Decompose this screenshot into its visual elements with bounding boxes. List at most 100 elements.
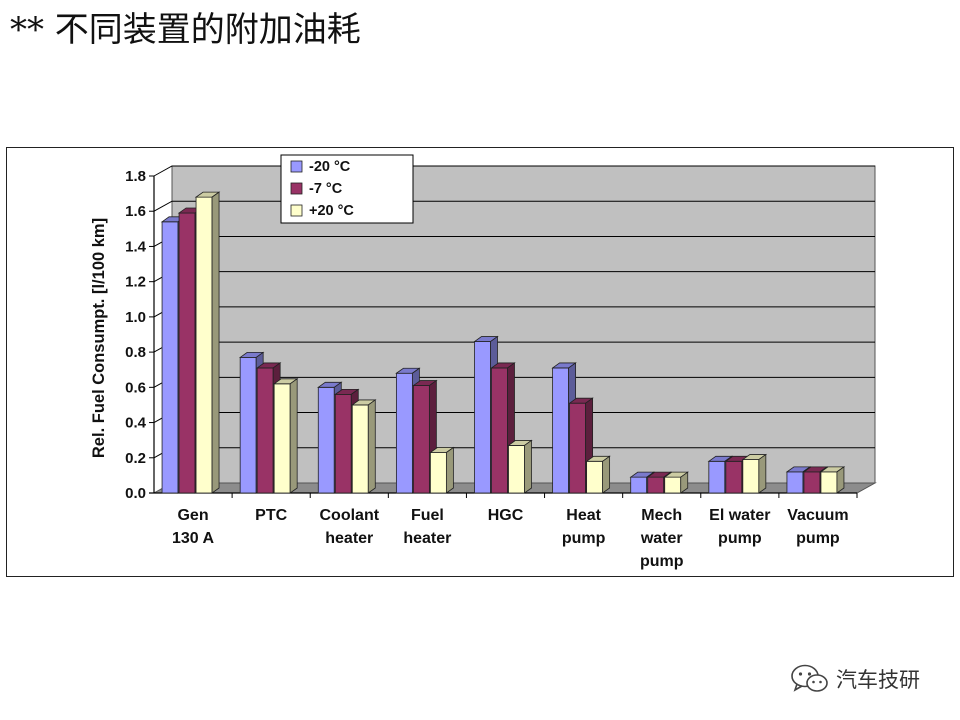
x-category-label: Fuel heater (403, 507, 451, 547)
x-category-label: Mech water pump (640, 507, 684, 570)
watermark: 汽车技研 (790, 662, 920, 696)
bar-front (178, 212, 196, 494)
bar-front (317, 386, 335, 494)
x-category-label: Coolant heater (320, 507, 380, 547)
bar-side (602, 455, 611, 494)
bar (663, 471, 689, 494)
bar-side (680, 471, 689, 494)
x-category-label-line: HGC (488, 507, 524, 524)
legend-swatch (290, 204, 303, 217)
x-category-label: Gen 130 A (172, 507, 215, 547)
x-category-label: Heat pump (562, 507, 606, 547)
bar-front (334, 393, 352, 494)
bar (429, 446, 455, 494)
bar-front (552, 367, 570, 494)
x-category-label-line: Vacuum (787, 507, 848, 524)
x-category-label-line: pump (718, 530, 762, 547)
x-category-label-line: water (640, 530, 683, 547)
bar-side (836, 466, 845, 494)
slide-title: ** 不同装置的附加油耗 (10, 10, 361, 50)
legend-box (280, 154, 414, 224)
x-category-label-line: Gen (177, 507, 208, 524)
bar-front (586, 460, 604, 494)
bar-front (161, 221, 179, 494)
bar-side (367, 399, 376, 494)
y-axis-title: Rel. Fuel Consumpt. [l/100 km] (90, 218, 108, 458)
x-category-label-line: pump (796, 530, 840, 547)
y-tick-label: 1.2 (125, 274, 146, 291)
y-axis-ticks: 0.0 0.2 0.4 0.6 0.8 1.0 1.2 1.4 1.6 1.8 (125, 168, 154, 502)
bar-front (569, 402, 587, 494)
bar-front (474, 341, 491, 494)
bar-front (491, 367, 508, 494)
x-category-label-line: pump (640, 553, 684, 570)
bar-front (664, 476, 682, 494)
bar-front (256, 367, 274, 494)
bar-front (195, 196, 213, 494)
x-category-label-line: Mech (641, 507, 682, 524)
bar (272, 378, 299, 494)
y-tick-label: 0.0 (125, 485, 146, 502)
x-category-label: HGC (488, 507, 524, 524)
bar-front (412, 385, 430, 494)
bar (194, 191, 221, 494)
x-category-label-line: 130 A (172, 530, 215, 547)
bar-front (647, 476, 665, 494)
legend-label: +20 °C (309, 203, 354, 219)
x-axis-categories: Gen 130 A PTC Coolant heater Fuel heater HGC Hea… (172, 507, 849, 570)
chart-frame: 0.0 0.2 0.4 0.6 0.8 1.0 1.2 1.4 1.6 1.8 Gen 130 A P… (6, 147, 954, 577)
bar (585, 455, 611, 494)
x-category-label-line: pump (562, 530, 606, 547)
x-category-label: PTC (255, 507, 287, 524)
bar-side (289, 378, 298, 494)
watermark-text: 汽车技研 (836, 668, 920, 692)
bar-front (803, 471, 821, 494)
bars (160, 191, 846, 494)
y-tick-label: 1.4 (125, 238, 147, 255)
legend-swatch (290, 182, 303, 195)
bar (351, 399, 377, 494)
x-category-label-line: Coolant (320, 507, 380, 524)
wechat-icon (791, 664, 828, 692)
y-tick-label: 1.0 (125, 309, 146, 326)
x-category-label-line: heater (403, 530, 451, 547)
bar-front (708, 460, 726, 494)
y-tick-label: 0.6 (125, 379, 146, 396)
bar-chart: 0.0 0.2 0.4 0.6 0.8 1.0 1.2 1.4 1.6 1.8 Gen 130 A P… (90, 154, 877, 570)
bar-front (786, 471, 804, 494)
x-category-label-line: heater (325, 530, 373, 547)
bar (507, 439, 533, 494)
bar-front (273, 383, 291, 494)
y-tick-label: 0.2 (125, 450, 146, 467)
legend-swatch (290, 160, 303, 173)
legend-label: -7 °C (309, 181, 343, 197)
legend-label: -20 °C (309, 159, 351, 175)
y-tick-label: 1.8 (125, 168, 146, 185)
y-tick-label: 0.4 (125, 415, 147, 432)
x-category-label-line: Heat (566, 507, 601, 524)
bar-side (758, 453, 767, 494)
bar-front (239, 356, 257, 494)
gridline (153, 200, 875, 212)
bar-front (351, 404, 369, 494)
bar-front (429, 452, 447, 494)
x-category-label: El water pump (709, 507, 770, 547)
bar-side (445, 446, 454, 494)
legend: -20 °C -7 °C +20 °C (280, 154, 414, 224)
bar (819, 466, 846, 494)
y-tick-label: 1.6 (125, 203, 146, 220)
bar (741, 453, 768, 494)
bar-front (742, 459, 760, 494)
y-tick-label: 0.8 (125, 344, 146, 361)
bar-front (725, 460, 743, 494)
bar-front (630, 476, 648, 494)
bar-front (508, 445, 525, 494)
bar-front (820, 471, 838, 494)
bar-side (211, 191, 220, 494)
x-category-label-line: Fuel (411, 507, 444, 524)
x-category-label: Vacuum pump (787, 507, 848, 547)
bar-front (395, 372, 413, 494)
x-category-label-line: PTC (255, 507, 287, 524)
x-category-label-line: El water (709, 507, 770, 524)
gridline (153, 165, 875, 177)
